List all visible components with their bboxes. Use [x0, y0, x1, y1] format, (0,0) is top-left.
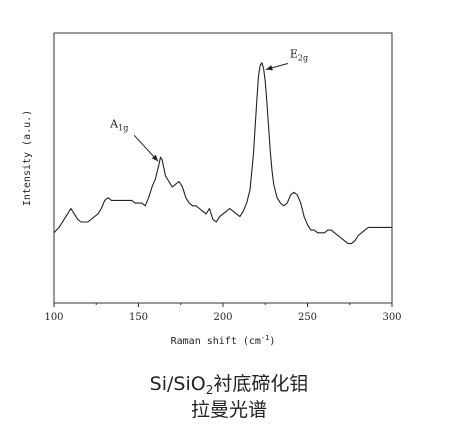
series-layer	[53, 62, 392, 245]
chart-title-line1: Si/SiO2衬底碲化钼	[0, 369, 458, 397]
plot-border	[53, 32, 393, 304]
peak-label-sub: 2g	[298, 54, 308, 63]
annotation-layer: A1g E2g	[109, 48, 308, 162]
peak-label: E2g	[290, 48, 308, 63]
peak-annotation: A1g	[109, 117, 159, 162]
raman-spectrum-line	[53, 62, 392, 245]
plot-frame	[53, 32, 393, 304]
x-axis-label-main: Raman shift (cm	[171, 336, 261, 347]
y-axis-label: Intensity (a.u.)	[22, 110, 33, 206]
peak-arrow-head	[151, 154, 159, 162]
x-tick-label: 100	[44, 312, 63, 323]
peak-label-main: A	[109, 117, 119, 130]
x-tick-label: 250	[298, 312, 317, 323]
peak-annotation: E2g	[265, 48, 308, 71]
title-subscript: 2	[205, 383, 214, 397]
x-tick-label: 200	[213, 312, 232, 323]
title-part-b: 衬底碲化钼	[213, 373, 309, 395]
title-part-a: Si/SiO	[149, 373, 206, 395]
peak-label-main: E	[290, 48, 298, 61]
x-tick-label: 300	[382, 312, 401, 323]
x-axis-ticks: 100 150 200 250 300	[44, 303, 402, 323]
x-axis-label-end: )	[269, 336, 275, 347]
raman-chart: 100 150 200 250 300 A1g E2g Raman shift (cm-1…	[22, 32, 402, 347]
peak-label-sub: 1g	[118, 123, 128, 132]
peak-arrow-head	[265, 65, 273, 71]
peak-label: A1g	[109, 117, 128, 132]
x-axis-label: Raman shift (cm-1)	[171, 334, 276, 347]
chart-title-line2: 拉曼光谱	[190, 399, 267, 421]
x-axis-label-sup: -1	[261, 334, 269, 342]
x-tick-label: 150	[129, 312, 148, 323]
